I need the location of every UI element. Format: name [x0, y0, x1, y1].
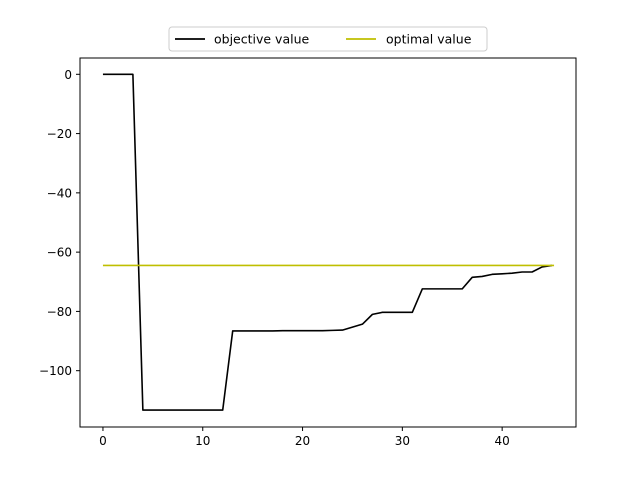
legend-label-objective-value: objective value: [214, 32, 310, 47]
y-tick-label: −20: [47, 127, 72, 141]
y-tick-label: −40: [47, 186, 72, 200]
y-tick-label: 0: [64, 68, 72, 82]
x-axis: 0 10 20 30 40: [99, 427, 510, 448]
legend-box: [168, 26, 488, 52]
series-line-objective-value: [102, 73, 553, 411]
legend-label-optimal-value: optimal value: [386, 32, 472, 47]
y-tick-label: −80: [47, 305, 72, 319]
plot-frame: [79, 57, 577, 428]
x-tick-label: 40: [495, 434, 510, 448]
y-tick-label: −60: [47, 246, 72, 260]
legend: objective value optimal value: [168, 26, 488, 52]
x-tick-label: 0: [99, 434, 107, 448]
plot-lines: [102, 73, 555, 411]
x-tick-label: 30: [395, 434, 410, 448]
y-axis: 0 −20 −40 −60 −80 −100: [39, 68, 80, 378]
x-tick-label: 10: [195, 434, 210, 448]
x-tick-label: 20: [295, 434, 310, 448]
y-tick-label: −100: [39, 364, 72, 378]
